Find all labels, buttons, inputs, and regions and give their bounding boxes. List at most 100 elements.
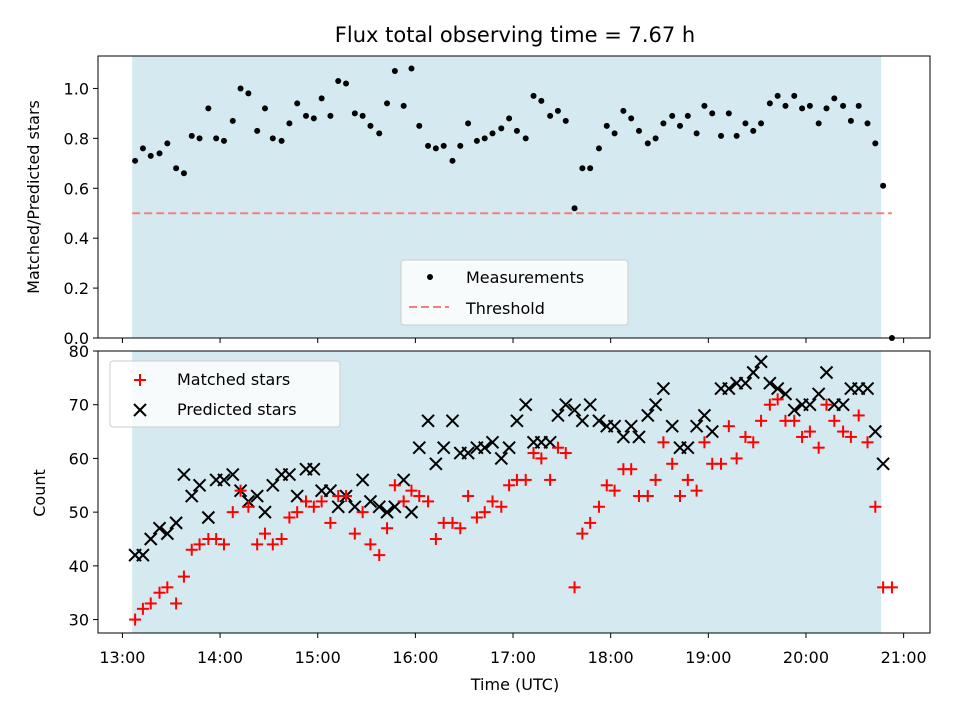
measurement-point [245,90,252,97]
predicted-star-point [436,440,451,455]
matched-star-point [576,527,589,540]
predicted-star-point [697,408,712,423]
measurement-point [506,115,513,122]
matched-star-point [136,602,149,615]
matched-star-point [275,533,288,545]
bottom-y-tick-label: 60 [69,449,89,468]
matched-star-point [796,430,809,443]
measurement-point [261,105,268,112]
measurement-point [864,120,871,127]
predicted-star-point [559,398,573,412]
matched-star-point [820,398,833,411]
predicted-star-point [372,500,386,514]
measurement-point [538,97,545,104]
top-axes-frame [97,55,931,339]
predicted-star-point [738,376,753,390]
predicted-star-point [396,473,411,487]
measurement-point [489,130,496,137]
bottom-y-axis-label: Count [30,469,49,517]
matched-star-point [153,586,166,599]
top-y-tick-label: 0.0 [64,329,89,348]
predicted-star-point [607,419,622,433]
bottom-x-tick-label: 19:00 [685,648,731,667]
measurement-point [391,67,398,74]
measurement-point [173,165,180,172]
predicted-star-point [770,381,785,396]
predicted-star-point [510,414,524,428]
matched-star-point [388,479,401,492]
predicted-star-point [404,505,419,519]
predicted-star-point [575,414,590,428]
measurement-point [147,152,154,159]
matched-star-point [373,549,386,562]
matched-star-point [300,495,312,508]
matched-star-point [715,457,728,470]
matched-star-point [266,538,279,551]
bottom-x-axis-label: Time (UTC) [470,675,559,694]
matched-star-point [161,581,174,594]
bottom-legend-matched-marker [134,374,146,386]
predicted-star-point [217,473,231,487]
predicted-star-point [363,494,378,509]
matched-star-point [747,436,760,449]
top-measurement-points [132,65,895,341]
matched-star-point [625,463,638,476]
measurement-point [766,100,773,107]
matched-star-point [803,425,816,438]
top-plot-area: 0.0 0.2 0.4 0.6 0.8 1.0 [64,55,931,348]
measurement-point [587,165,594,172]
matched-star-point [788,414,801,427]
measurement-point [840,102,847,109]
bottom-x-tick-label: 15:00 [295,648,341,667]
measurement-point [669,112,676,119]
matched-star-point [185,543,198,556]
bottom-axes-frame [97,350,931,634]
matched-star-point [885,581,898,594]
bottom-x-tick-label: 13:00 [99,648,145,667]
measurement-point [196,135,203,142]
matched-star-point [258,527,271,540]
measurement-point [164,140,171,147]
matched-star-point [844,430,857,443]
bottom-x-tick-label: 21:00 [881,648,927,667]
measurement-point [701,102,708,109]
predicted-star-point [876,457,890,471]
predicted-star-point [412,440,426,455]
measurement-point [725,110,732,117]
predicted-star-point [502,440,516,455]
measurement-point [677,122,684,129]
measurement-point [595,145,602,152]
matched-star-point [397,495,410,508]
measurement-point [774,92,781,99]
predicted-star-point [290,489,304,503]
measurement-point [831,95,838,102]
predicted-star-point [632,430,646,444]
bottom-y-ticks: 30 40 50 60 70 80 [69,342,98,630]
bottom-x-tick-label: 17:00 [490,648,536,667]
predicted-star-point [152,521,167,535]
measurement-point [359,112,366,119]
predicted-star-point [836,398,850,412]
predicted-star-point [307,462,321,476]
matched-star-point [674,490,687,503]
measurement-point [132,157,139,164]
measurement-point [367,122,374,129]
matched-star-point [462,490,475,503]
matched-star-point [234,484,247,497]
matched-star-point [592,500,605,513]
matched-star-point [446,516,459,529]
matched-star-point [666,457,679,470]
measurement-point [693,130,700,137]
measurement-point [220,137,227,144]
matched-star-point [690,484,703,497]
top-legend-measurements-label: Measurements [466,268,584,287]
measurement-point [733,132,740,139]
measurement-point [286,120,293,127]
measurement-point [473,137,480,144]
matched-star-point [315,495,328,508]
predicted-star-point [331,500,345,514]
predicted-star-point [136,548,150,562]
measurement-point [213,135,220,142]
top-y-tick-label: 0.6 [64,179,89,198]
